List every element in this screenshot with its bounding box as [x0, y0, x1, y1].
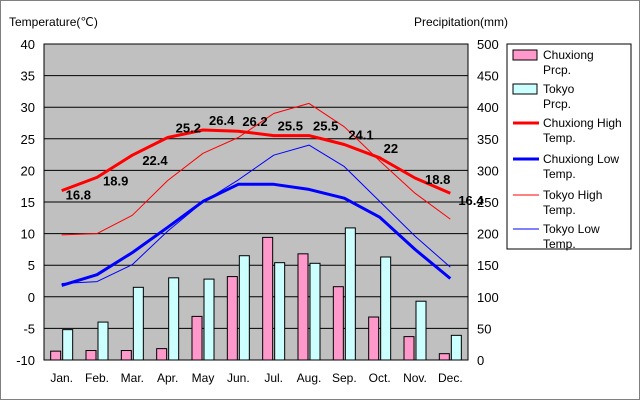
precipitation-bar [156, 348, 168, 361]
temperature-line [61, 144, 451, 284]
x-tick-label: Feb. [85, 371, 109, 385]
legend-box [506, 43, 632, 250]
precipitation-bars [50, 227, 462, 361]
data-label: 22.4 [142, 153, 168, 168]
right-tick-label: 100 [477, 290, 499, 305]
data-label: 16.4 [458, 193, 484, 208]
x-tick-label: May [192, 371, 215, 385]
x-tick-label: Apr. [157, 371, 178, 385]
left-tick-label: -5 [23, 321, 35, 336]
precipitation-bar [85, 350, 97, 361]
right-tick-label: 0 [477, 353, 484, 368]
data-label: 22 [384, 141, 398, 156]
precipitation-bar [238, 255, 250, 361]
x-tick-label: Nov. [403, 371, 427, 385]
precipitation-bar [274, 262, 286, 361]
precipitation-bar [203, 278, 215, 361]
legend-label: Tokyo High Temp. [543, 188, 602, 217]
data-label: 16.8 [66, 188, 91, 203]
left-tick-label: 25 [21, 132, 35, 147]
right-tick-label: 250 [477, 195, 499, 210]
precipitation-bar [415, 300, 427, 361]
precipitation-bar [438, 353, 450, 361]
precipitation-bar [97, 321, 109, 361]
x-tick-label: Sep. [332, 371, 357, 385]
left-tick-label: 5 [28, 258, 35, 273]
right-tick-label: 500 [477, 37, 499, 52]
right-tick-label: 450 [477, 69, 499, 84]
precipitation-bar [62, 329, 74, 361]
temperature-line [61, 182, 452, 287]
data-label: 25.5 [313, 119, 338, 134]
precipitation-bar [403, 336, 415, 361]
left-tick-label: 10 [21, 227, 35, 242]
left-tick-label: 35 [21, 69, 35, 84]
right-tick-label: 150 [477, 258, 499, 273]
right-tick-label: 300 [477, 163, 499, 178]
left-tick-label: 20 [21, 163, 35, 178]
legend-label: Chuxiong Low Temp. [543, 152, 619, 181]
legend: Chuxiong Prcp. Tokyo Prcp. Chuxiong High Temp… [506, 43, 632, 251]
x-tick-label: Jul. [264, 371, 283, 385]
left-axis-title: Temperature(℃) [9, 15, 98, 29]
precipitation-bar [262, 236, 274, 361]
right-tick-label: 50 [477, 321, 491, 336]
x-tick-label: Dec. [438, 371, 463, 385]
temperature-lines [61, 102, 452, 287]
legend-label: Chuxiong High Temp. [543, 116, 622, 145]
legend-label: Chuxiong Prcp. [543, 48, 594, 77]
precipitation-bar [309, 262, 321, 361]
x-tick-label: Jan. [50, 371, 73, 385]
precipitation-bar [344, 227, 356, 361]
precipitation-bar [368, 316, 380, 361]
precipitation-bar [132, 286, 144, 361]
x-tick-label: Oct. [369, 371, 391, 385]
x-axis-ticks: Jan. Feb. Mar. Apr. May Jun. Jul. Aug. Sep. Oct. N… [50, 371, 462, 385]
data-label: 26.2 [242, 114, 267, 129]
x-tick-label: Aug. [297, 371, 322, 385]
precipitation-bar [168, 277, 180, 361]
left-tick-label: -10 [16, 353, 35, 368]
temperature-line [61, 128, 451, 195]
left-tick-label: 0 [28, 290, 35, 305]
left-axis-ticks: 40 35 30 25 20 15 10 5 0 -5 -10 [16, 37, 35, 368]
legend-swatch [512, 49, 538, 61]
precipitation-bar [120, 350, 132, 361]
left-tick-label: 30 [21, 100, 35, 115]
data-labels: 16.8 18.9 22.4 25.2 26.4 26.2 25.5 25.5 24.1 22 18… [66, 113, 485, 208]
legend-label: Tokyo Low Temp. [543, 222, 600, 251]
precipitation-bar [50, 350, 62, 361]
data-label: 26.4 [209, 113, 235, 128]
temperature-line [61, 102, 451, 236]
right-tick-label: 350 [477, 132, 499, 147]
right-tick-label: 200 [477, 227, 499, 242]
data-label: 25.5 [278, 119, 303, 134]
left-tick-label: 40 [21, 37, 35, 52]
right-tick-label: 400 [477, 100, 499, 115]
data-label: 18.8 [425, 172, 450, 187]
data-label: 25.2 [176, 121, 201, 136]
precipitation-bar [191, 315, 203, 361]
precipitation-bar [297, 253, 309, 361]
precipitation-bar [450, 334, 462, 361]
precipitation-bar [332, 286, 344, 361]
right-axis-title: Precipitation(mm) [414, 15, 508, 29]
precipitation-bar [226, 276, 238, 361]
x-tick-label: Jun. [227, 371, 250, 385]
x-tick-label: Mar. [121, 371, 144, 385]
legend-swatch [512, 83, 538, 95]
left-tick-label: 15 [21, 195, 35, 210]
data-label: 18.9 [103, 173, 128, 188]
data-label: 24.1 [348, 127, 373, 142]
legend-label: Tokyo Prcp. [543, 82, 575, 111]
precipitation-bar [380, 256, 392, 361]
